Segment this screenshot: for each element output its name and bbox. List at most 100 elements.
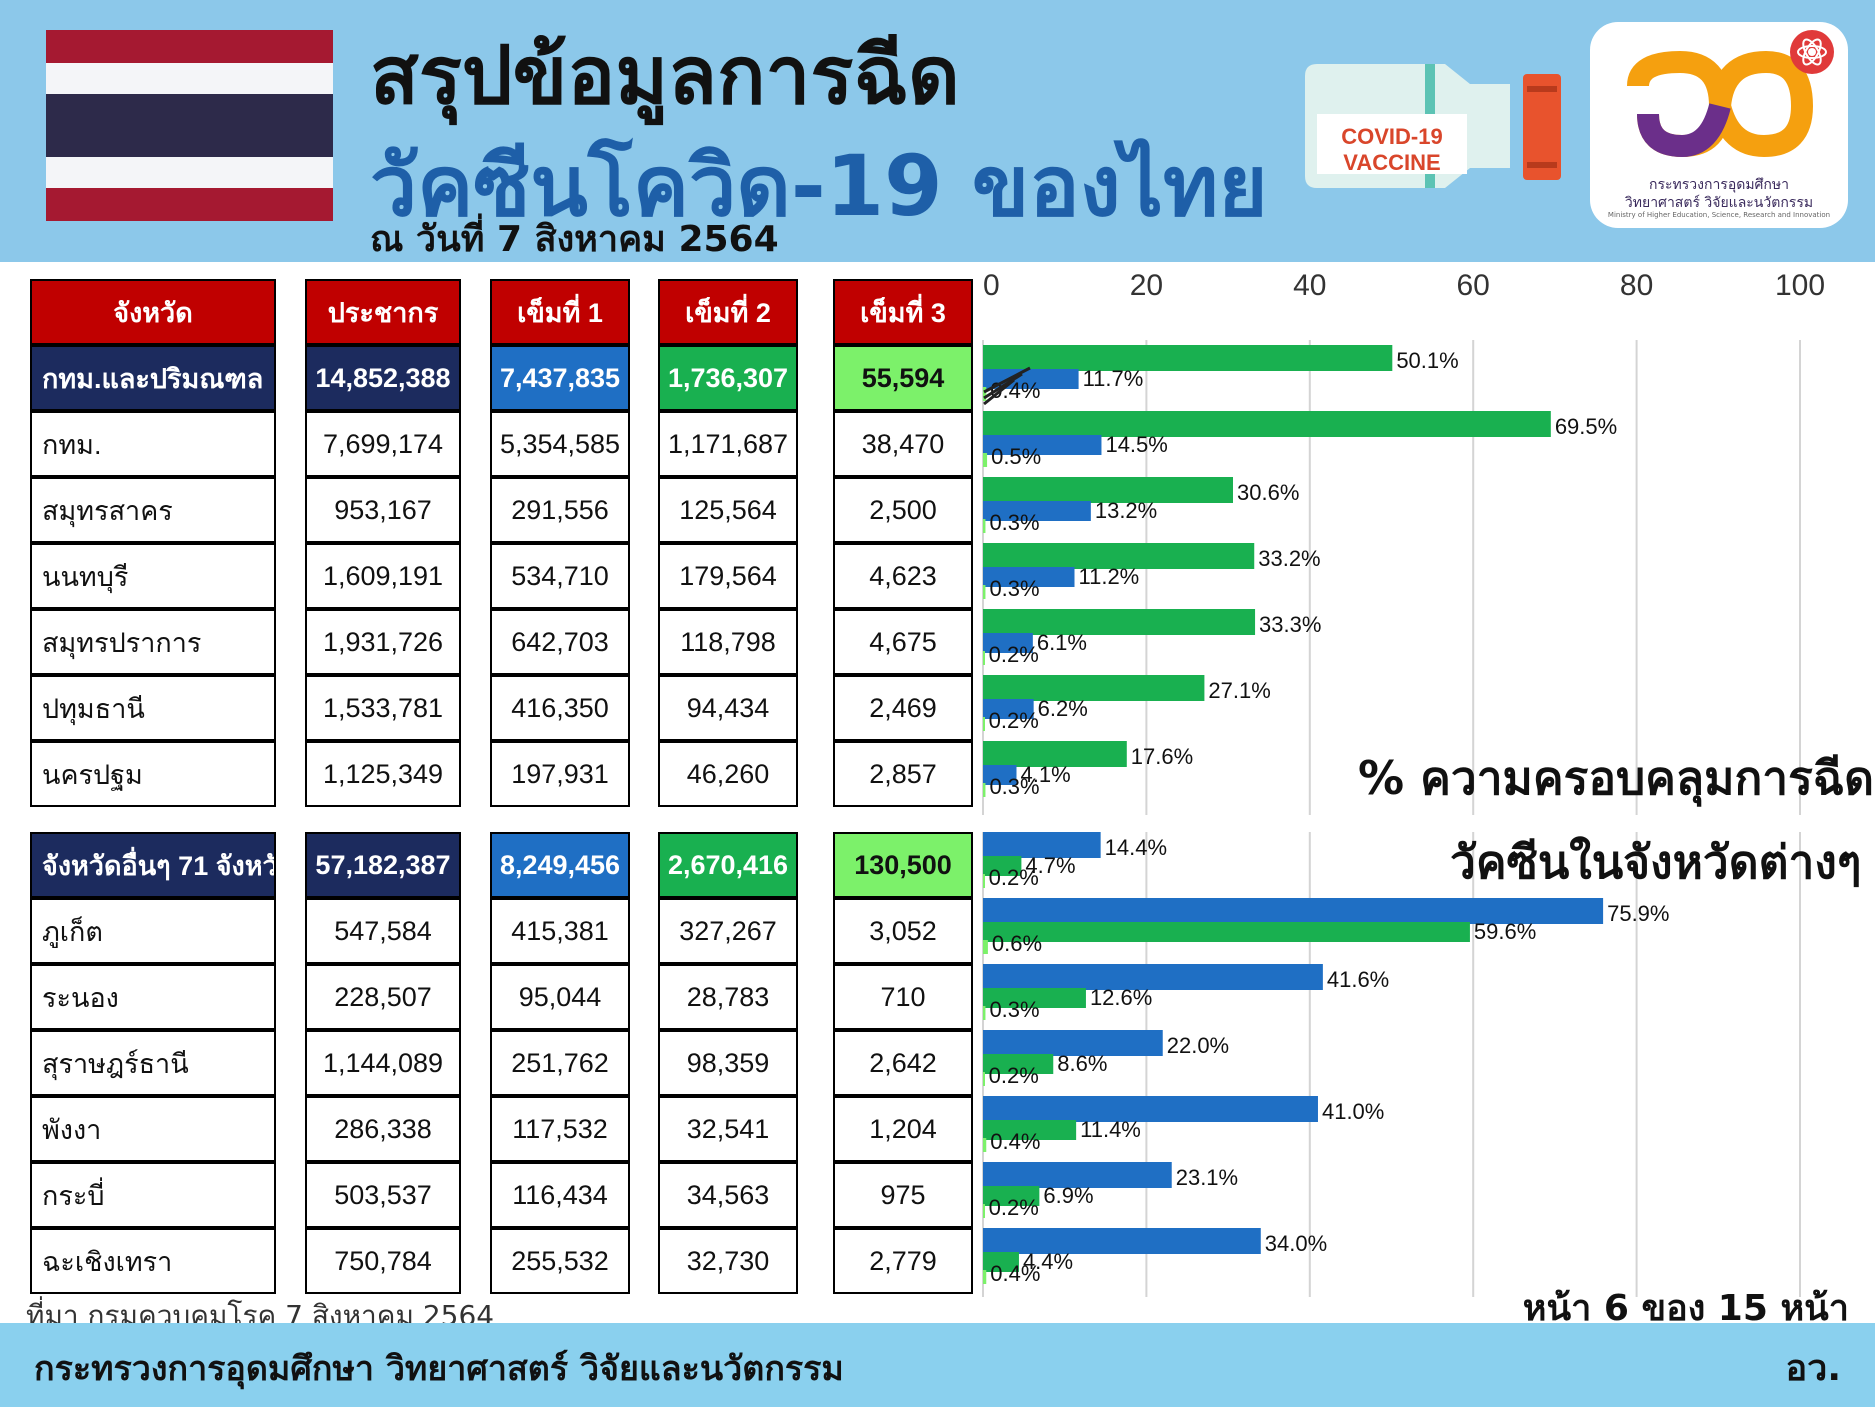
bar-blue	[983, 699, 1034, 719]
bar-green	[983, 856, 1022, 876]
bar-value-label: 8.6%	[1057, 1051, 1107, 1076]
bar-green	[983, 543, 1255, 569]
bar-value-label: 11.7%	[1083, 366, 1144, 391]
footer-bar: กระทรวงการอุดมศึกษา วิทยาศาสตร์ วิจัยและ…	[0, 1323, 1875, 1407]
table-cell-province: สุราษฎร์ธานี	[30, 1030, 276, 1096]
table-cell-dose2: 32,730	[658, 1228, 798, 1294]
page-title: สรุปข้อมูลการฉีด	[370, 29, 960, 122]
table-cell-province: กทม.	[30, 411, 276, 477]
bar-lightgreen	[983, 387, 987, 401]
bar-value-label: 0.3%	[989, 774, 1039, 799]
table-cell-dose1: 642,703	[490, 609, 630, 675]
bar-blue	[983, 832, 1101, 858]
table-cell-province: นนทบุรี	[30, 543, 276, 609]
table-cell-dose1: 95,044	[490, 964, 630, 1030]
bar-value-label: 4.7%	[1025, 853, 1075, 878]
bar-value-label: 27.1%	[1208, 678, 1270, 703]
bar-value-label: 33.2%	[1258, 546, 1320, 571]
summary-cell-dose3: 55,594	[833, 345, 973, 411]
bar-blue	[983, 501, 1091, 521]
bar-lightgreen	[983, 1006, 986, 1020]
table-cell-province: ปทุมธานี	[30, 675, 276, 741]
bar-lightgreen	[983, 519, 986, 533]
table-cell-province: สมุทรปราการ	[30, 609, 276, 675]
mhesi-logo: กระทรวงการอุดมศึกษา วิทยาศาสตร์ วิจัยและ…	[1590, 22, 1848, 228]
table-cell-dose3: 1,204	[833, 1096, 973, 1162]
table-cell-dose1: 255,532	[490, 1228, 630, 1294]
table-cell-dose3: 4,623	[833, 543, 973, 609]
table-cell-population: 7,699,174	[305, 411, 461, 477]
thai-flag-icon	[46, 30, 333, 221]
summary-cell-dose3: 130,500	[833, 832, 973, 898]
header-banner: สรุปข้อมูลการฉีด วัคซีนโควิด-19 ของไทย ณ…	[0, 0, 1875, 262]
table-cell-dose2: 34,563	[658, 1162, 798, 1228]
table-cell-dose1: 117,532	[490, 1096, 630, 1162]
summary-cell-dose2: 2,670,416	[658, 832, 798, 898]
bar-green	[983, 1186, 1040, 1206]
bar-value-label: 0.5%	[991, 444, 1041, 469]
bar-lightgreen	[983, 874, 985, 888]
x-tick-label: 60	[1457, 269, 1490, 302]
bar-green	[983, 675, 1205, 701]
table-cell-dose3: 2,500	[833, 477, 973, 543]
bar-value-label: 4.1%	[1020, 762, 1070, 787]
bar-blue	[983, 633, 1033, 653]
bar-value-label: 41.0%	[1322, 1099, 1384, 1124]
bar-value-label: 11.4%	[1080, 1117, 1141, 1142]
bar-green	[983, 609, 1256, 635]
table-cell-dose3: 2,469	[833, 675, 973, 741]
bar-green	[983, 345, 1393, 371]
table-cell-dose2: 125,564	[658, 477, 798, 543]
bar-value-label: 6.1%	[1037, 630, 1087, 655]
header-cell-dose2: เข็มที่ 2	[658, 279, 798, 345]
page-number: หน้า 6 ของ 15 หน้า	[1522, 1288, 1849, 1329]
table-cell-province: ภูเก็ต	[30, 898, 276, 964]
table-cell-dose2: 32,541	[658, 1096, 798, 1162]
syringe-icon	[983, 366, 1031, 394]
svg-text:COVID-19: COVID-19	[1341, 124, 1442, 149]
bar-blue	[983, 567, 1075, 587]
table-cell-province: สมุทรสาคร	[30, 477, 276, 543]
bar-green	[983, 1054, 1054, 1074]
bar-value-label: 23.1%	[1176, 1165, 1238, 1190]
bar-blue	[983, 1096, 1318, 1122]
summary-cell-population: 57,182,387	[305, 832, 461, 898]
x-tick-label: 100	[1775, 269, 1825, 302]
bar-green	[983, 477, 1234, 503]
bar-value-label: 0.4%	[990, 1261, 1040, 1286]
bar-lightgreen	[983, 1204, 985, 1218]
bar-value-label: 0.3%	[989, 510, 1039, 535]
summary-cell-province: กทม.และปริมณฑล	[30, 345, 276, 411]
table-cell-dose3: 2,642	[833, 1030, 973, 1096]
bar-lightgreen	[983, 453, 988, 467]
bar-value-label: 50.1%	[1396, 348, 1458, 373]
summary-cell-dose1: 8,249,456	[490, 832, 630, 898]
bar-lightgreen	[983, 1138, 987, 1152]
table-cell-dose2: 179,564	[658, 543, 798, 609]
header-cell-dose3: เข็มที่ 3	[833, 279, 973, 345]
table-cell-population: 503,537	[305, 1162, 461, 1228]
table-cell-dose3: 38,470	[833, 411, 973, 477]
bar-green	[983, 1120, 1077, 1140]
table-cell-province: ระนอง	[30, 964, 276, 1030]
bar-blue	[983, 1030, 1163, 1056]
bar-lightgreen	[983, 651, 985, 665]
table-cell-population: 547,584	[305, 898, 461, 964]
table-cell-province: ฉะเชิงเทรา	[30, 1228, 276, 1294]
header-cell-province: จังหวัด	[30, 279, 276, 345]
bar-value-label: 22.0%	[1167, 1033, 1229, 1058]
table-cell-population: 228,507	[305, 964, 461, 1030]
ministry-abbr: อว.	[1785, 1348, 1841, 1389]
table-cell-dose2: 46,260	[658, 741, 798, 807]
bar-blue	[983, 765, 1017, 785]
table-cell-dose3: 2,779	[833, 1228, 973, 1294]
coverage-bar-chart: 0 20 40 60 80 100 50.1% 11.7% 0.4% 69.5% 14.5% 0.5%…	[982, 269, 1825, 1297]
ministry-name: กระทรวงการอุดมศึกษา วิทยาศาสตร์ วิจัยและ…	[34, 1349, 844, 1389]
bar-green	[983, 988, 1086, 1008]
table-cell-population: 1,609,191	[305, 543, 461, 609]
table-cell-population: 286,338	[305, 1096, 461, 1162]
bar-blue	[983, 964, 1323, 990]
table-cell-dose2: 94,434	[658, 675, 798, 741]
table-cell-population: 1,931,726	[305, 609, 461, 675]
x-tick-label: 20	[1130, 269, 1163, 302]
